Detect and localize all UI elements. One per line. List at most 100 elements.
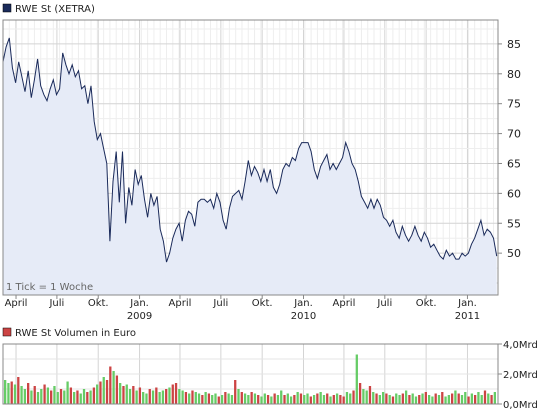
price-y-tick-label: 70 — [507, 128, 521, 141]
volume-bar — [299, 393, 303, 404]
volume-bar — [184, 392, 188, 404]
volume-bar — [319, 392, 322, 404]
volume-bar — [53, 386, 56, 404]
x-tick-label: Jan. — [457, 298, 477, 309]
volume-bar — [483, 390, 487, 404]
volume-bar — [59, 389, 63, 404]
volume-bar — [441, 392, 444, 404]
volume-bar — [145, 393, 148, 404]
volume-bar — [79, 393, 82, 404]
x-year-label: 2011 — [455, 311, 480, 322]
volume-bar — [50, 390, 53, 404]
volume-bar — [276, 395, 280, 404]
volume-bar — [418, 395, 421, 404]
volume-bar — [309, 396, 312, 404]
volume-bar — [401, 393, 404, 404]
volume-bar — [450, 393, 454, 404]
volume-bar — [197, 393, 201, 404]
volume-bar — [263, 393, 266, 404]
volume-bar — [224, 392, 227, 404]
volume-bar — [378, 395, 381, 404]
volume-bar — [316, 393, 319, 404]
volume-bar — [168, 387, 171, 404]
volume-bar — [119, 383, 122, 404]
price-line — [2, 37, 498, 263]
volume-bar — [128, 389, 132, 404]
volume-bar — [122, 386, 125, 404]
price-chart-title: RWE St (XETRA) — [15, 4, 95, 15]
volume-bar — [10, 381, 13, 404]
volume-bar — [434, 393, 437, 404]
volume-bar — [431, 396, 434, 404]
volume-bar — [165, 389, 168, 404]
volume-bar — [283, 395, 286, 404]
x-year-label: 2010 — [291, 311, 316, 322]
volume-bar — [211, 395, 214, 404]
volume-bar — [207, 393, 211, 404]
volume-bar — [289, 396, 293, 404]
volume-bar — [345, 392, 349, 404]
volume-bar — [20, 386, 23, 404]
volume-bar — [43, 384, 46, 404]
volume-bar — [174, 383, 178, 404]
volume-bar — [421, 393, 424, 404]
volume-bar — [89, 390, 92, 404]
volume-bar — [362, 389, 365, 404]
x-tick-label: Juli — [376, 298, 392, 309]
volume-bar — [112, 371, 115, 404]
volume-bar — [7, 383, 10, 404]
volume-bar — [454, 390, 457, 404]
volume-bar — [414, 396, 418, 404]
volume-bar — [473, 395, 477, 404]
volume-bar — [4, 380, 7, 404]
volume-bar — [201, 395, 204, 404]
x-year-label: 2009 — [127, 311, 152, 322]
volume-bar — [86, 392, 89, 404]
volume-bar — [303, 395, 306, 404]
volume-bar — [444, 396, 447, 404]
x-axis: April Juli Okt. Jan. April Juli Okt. Jan. April J… — [5, 295, 480, 322]
volume-bar — [220, 395, 224, 404]
volume-bar — [92, 387, 96, 404]
volume-bar — [293, 395, 296, 404]
volume-bar — [237, 389, 240, 404]
volume-bar — [188, 393, 191, 404]
volume-bar — [365, 390, 368, 404]
volume-bars — [4, 354, 496, 404]
volume-bar — [135, 390, 138, 404]
volume-bar — [257, 395, 260, 404]
volume-y-tick-label: 4,0Mrd — [503, 340, 538, 351]
volume-bar — [102, 377, 105, 404]
volume-bar — [286, 393, 289, 404]
volume-bar — [36, 392, 40, 404]
volume-bar — [312, 395, 316, 404]
volume-bar — [470, 393, 473, 404]
volume-bar — [385, 393, 388, 404]
volume-bar — [243, 393, 247, 404]
volume-bar — [125, 384, 128, 404]
volume-bar — [23, 389, 27, 404]
price-y-axis: 50 55 60 65 70 75 80 85 — [498, 38, 521, 260]
volume-bar — [73, 392, 76, 404]
volume-bar — [96, 384, 99, 404]
volume-bar — [217, 396, 220, 404]
volume-bar — [349, 393, 352, 404]
volume-bar — [253, 393, 257, 404]
volume-bar — [158, 392, 161, 404]
volume-bar — [273, 393, 276, 404]
x-tick-label: April — [169, 298, 192, 309]
x-tick-label: Jan. — [129, 298, 149, 309]
price-area — [3, 37, 497, 296]
volume-bar — [477, 392, 480, 404]
x-tick-label: Okt. — [88, 298, 109, 309]
volume-bar — [339, 395, 342, 404]
volume-bar — [191, 390, 194, 404]
price-y-tick-label: 65 — [507, 157, 521, 170]
volume-bar — [372, 392, 375, 404]
volume-bar — [99, 381, 102, 404]
volume-bar — [66, 381, 69, 404]
volume-bar — [493, 392, 496, 404]
volume-bar — [181, 390, 184, 404]
volume-bar — [408, 395, 411, 404]
